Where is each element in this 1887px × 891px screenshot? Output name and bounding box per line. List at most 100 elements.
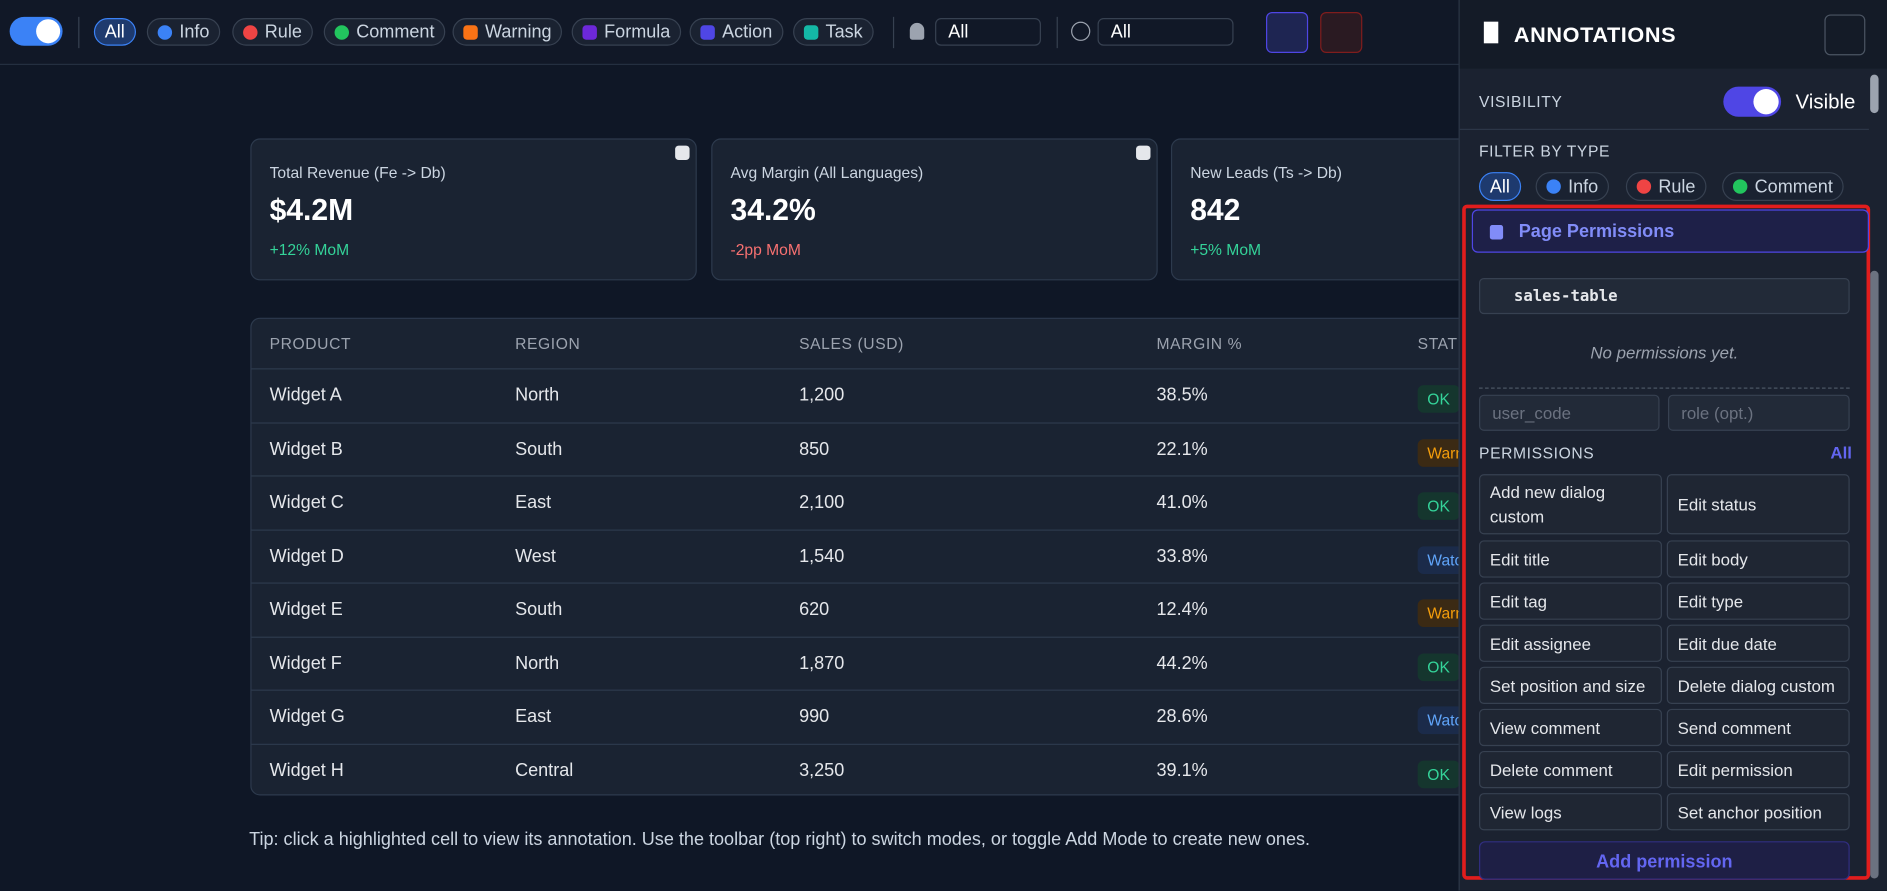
tag-text: sales-table bbox=[1513, 287, 1618, 306]
filter-chip[interactable]: Warning bbox=[452, 18, 563, 46]
label: All bbox=[104, 21, 125, 43]
card-value: 842 bbox=[1190, 193, 1241, 228]
add-permission-button[interactable]: Add permission bbox=[1479, 841, 1850, 880]
toggle-knob bbox=[36, 19, 61, 44]
permission-button[interactable]: View logs bbox=[1479, 793, 1662, 831]
panel-title: ANNOTATIONS bbox=[1513, 22, 1677, 47]
filter-chip[interactable]: Rule bbox=[232, 18, 313, 46]
card-label: Avg Margin (All Languages) bbox=[730, 163, 924, 182]
close-button[interactable] bbox=[1824, 14, 1866, 56]
kpi-card: Avg Margin (All Languages) 34.2% -2pp MoM bbox=[711, 138, 1158, 281]
panel-filter-chip[interactable]: All bbox=[1479, 172, 1521, 201]
permission-button[interactable]: Edit assignee bbox=[1479, 624, 1662, 662]
annotations-panel: ANNOTATIONS VISIBILITY Visible FILTER BY TY… bbox=[1458, 0, 1887, 891]
permission-button[interactable]: Send comment bbox=[1666, 708, 1850, 747]
filter-chip[interactable]: Info bbox=[146, 18, 221, 46]
row-divider bbox=[251, 582, 1573, 584]
divider bbox=[1459, 128, 1869, 130]
label: Edit tag bbox=[1489, 591, 1548, 611]
card-label: New Leads (Ts -> Db) bbox=[1190, 163, 1342, 182]
user-select[interactable]: All bbox=[935, 18, 1041, 46]
collapse-button[interactable] bbox=[1320, 12, 1363, 53]
permission-button[interactable]: Add new dialog custom bbox=[1479, 474, 1662, 535]
card-value: $4.2M bbox=[269, 193, 354, 228]
label: Edit body bbox=[1677, 549, 1748, 569]
table-cell: 620 bbox=[799, 599, 830, 620]
card-delta: -2pp MoM bbox=[730, 240, 801, 259]
label: All bbox=[948, 21, 969, 43]
table-cell: 1,540 bbox=[799, 545, 845, 567]
permission-button[interactable]: Edit status bbox=[1666, 474, 1850, 535]
table-cell: 2,100 bbox=[799, 492, 845, 513]
panel-filter-chip[interactable]: Info bbox=[1535, 172, 1610, 201]
divider bbox=[1056, 16, 1058, 49]
label: Warning bbox=[484, 21, 552, 43]
divider bbox=[892, 16, 895, 49]
permission-button[interactable]: Set position and size bbox=[1479, 666, 1662, 705]
filter-chip[interactable]: Action bbox=[689, 18, 784, 46]
icon bbox=[582, 24, 597, 40]
user-input[interactable]: user_code bbox=[1479, 394, 1660, 431]
row-divider bbox=[251, 636, 1573, 638]
section-header[interactable]: Page Permissions bbox=[1471, 209, 1869, 253]
filter-chip[interactable]: Comment bbox=[323, 18, 446, 46]
permission-button[interactable]: Edit permission bbox=[1666, 750, 1850, 789]
permission-button[interactable]: Edit due date bbox=[1666, 624, 1850, 662]
label: Set position and size bbox=[1489, 675, 1646, 695]
scrollbar bbox=[1870, 74, 1879, 114]
icon bbox=[1636, 179, 1652, 194]
annotation-badge bbox=[675, 145, 690, 161]
column-header: STATU bbox=[1417, 334, 1470, 353]
label: Comment bbox=[356, 21, 435, 43]
permission-button[interactable]: Set anchor position bbox=[1666, 793, 1850, 831]
permission-button[interactable]: Delete dialog custom bbox=[1666, 666, 1850, 705]
permission-button[interactable]: Edit type bbox=[1666, 582, 1850, 620]
status-select[interactable]: All bbox=[1097, 18, 1234, 46]
table-cell: East bbox=[515, 706, 552, 727]
toggle-knob bbox=[1753, 89, 1779, 115]
visibility-toggle[interactable] bbox=[9, 16, 63, 46]
label: Edit status bbox=[1677, 494, 1757, 514]
permission-button[interactable]: Edit tag bbox=[1479, 582, 1662, 620]
icon bbox=[157, 24, 173, 40]
table-cell: South bbox=[515, 438, 563, 460]
filter-chip[interactable]: Formula bbox=[571, 18, 682, 46]
icon bbox=[463, 24, 478, 40]
table-cell: 28.6% bbox=[1156, 706, 1208, 727]
label: Info bbox=[1568, 176, 1599, 197]
label: Send comment bbox=[1677, 717, 1791, 738]
dashed-divider bbox=[1479, 387, 1850, 389]
permission-button[interactable]: View comment bbox=[1479, 708, 1662, 747]
icon bbox=[334, 24, 349, 40]
table-cell: East bbox=[515, 492, 552, 513]
label: Add permission bbox=[1596, 852, 1733, 873]
open-button[interactable] bbox=[1266, 12, 1309, 53]
status-pill: OK bbox=[1417, 492, 1460, 520]
divider bbox=[78, 16, 80, 49]
panel-filter-chip[interactable]: Rule bbox=[1625, 172, 1707, 201]
panel-toggle[interactable] bbox=[1723, 86, 1782, 117]
permission-button[interactable]: Delete comment bbox=[1479, 750, 1662, 789]
permission-button[interactable]: Edit title bbox=[1479, 540, 1662, 578]
bookmark-icon bbox=[1483, 21, 1499, 44]
table-cell: 44.2% bbox=[1156, 652, 1208, 674]
filter-chip[interactable]: Task bbox=[793, 18, 874, 46]
role-input[interactable]: role (opt.) bbox=[1667, 394, 1850, 431]
select-all-link[interactable]: All bbox=[1830, 442, 1852, 463]
table-cell: Central bbox=[515, 759, 574, 781]
table-cell: 12.4% bbox=[1156, 599, 1208, 620]
panel-filter-chip[interactable]: Comment bbox=[1722, 172, 1844, 201]
permission-button[interactable]: Edit body bbox=[1666, 540, 1850, 578]
table-cell: 22.1% bbox=[1156, 438, 1208, 460]
visibility-label: VISIBILITY bbox=[1479, 92, 1563, 111]
column-header: SALES (USD) bbox=[799, 334, 904, 353]
icon bbox=[1546, 179, 1561, 194]
table-cell: Widget F bbox=[269, 652, 342, 674]
table-cell: 3,250 bbox=[799, 759, 845, 781]
table-cell: Widget E bbox=[269, 599, 343, 620]
table-cell: Widget D bbox=[269, 545, 344, 567]
filter-chip[interactable]: All bbox=[93, 18, 136, 46]
column-header: MARGIN % bbox=[1156, 334, 1243, 353]
